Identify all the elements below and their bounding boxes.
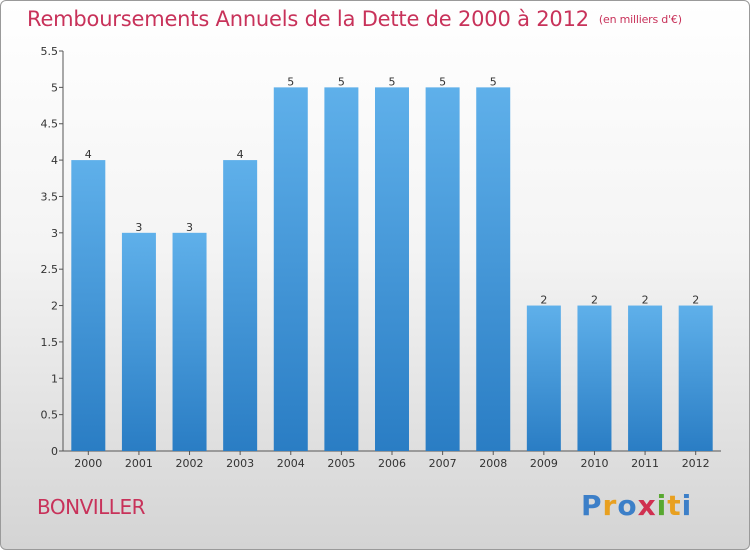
data-label: 2 [692, 294, 699, 307]
x-tick-label: 2011 [631, 457, 659, 470]
logo-letter: i [656, 489, 668, 522]
bar [476, 87, 511, 451]
x-tick-label: 2007 [429, 457, 457, 470]
data-label: 3 [135, 221, 142, 234]
bar [628, 305, 663, 451]
logo-letter: o [617, 489, 638, 522]
x-tick-label: 2009 [530, 457, 558, 470]
x-tick-label: 2003 [226, 457, 254, 470]
bar [121, 232, 156, 451]
bar [678, 305, 713, 451]
y-tick-label: 3.5 [41, 190, 59, 203]
y-tick-label: 0.5 [41, 409, 59, 422]
data-label: 4 [237, 148, 244, 161]
data-label: 5 [287, 75, 294, 88]
x-tick-label: 2012 [682, 457, 710, 470]
logo-letter: r [602, 489, 618, 522]
chart-subtitle: (en milliers d'€) [598, 13, 682, 26]
logo-letter: x [637, 489, 657, 522]
y-tick-label: 5 [51, 81, 58, 94]
data-label: 5 [439, 75, 446, 88]
x-tick-label: 2005 [327, 457, 355, 470]
bar [375, 87, 409, 451]
proxiti-logo: Proxiti [581, 489, 692, 522]
commune-name: BONVILLER [37, 495, 145, 519]
bar [273, 87, 308, 451]
bar [577, 305, 612, 451]
bar [425, 87, 460, 451]
y-tick-label: 1 [51, 372, 58, 385]
y-tick-label: 2 [51, 300, 58, 313]
y-tick-label: 4 [51, 154, 58, 167]
y-tick-label: 3 [51, 227, 58, 240]
data-label: 3 [186, 221, 193, 234]
data-label: 2 [642, 294, 649, 307]
x-tick-label: 2010 [580, 457, 608, 470]
y-tick-label: 2.5 [41, 263, 59, 276]
data-label: 5 [389, 75, 396, 88]
x-tick-label: 2004 [277, 457, 305, 470]
chart-title: Remboursements Annuels de la Dette de 20… [27, 7, 682, 31]
data-label: 2 [540, 294, 547, 307]
chart-title-text: Remboursements Annuels de la Dette de 20… [27, 7, 589, 31]
logo-letter: t [667, 489, 682, 522]
bar [324, 87, 359, 451]
logo-letter: i [681, 489, 693, 522]
logo-letter: P [581, 489, 603, 522]
data-label: 5 [338, 75, 345, 88]
x-tick-label: 2002 [176, 457, 204, 470]
x-tick-label: 2006 [378, 457, 406, 470]
y-tick-label: 5.5 [41, 45, 59, 58]
x-tick-label: 2000 [74, 457, 102, 470]
y-tick-label: 4.5 [41, 118, 59, 131]
x-tick-label: 2008 [479, 457, 507, 470]
bar [526, 305, 561, 451]
bar [223, 160, 258, 451]
data-label: 2 [591, 294, 598, 307]
data-label: 4 [85, 148, 92, 161]
bar [71, 160, 106, 451]
y-tick-label: 0 [51, 445, 58, 458]
x-tick-label: 2001 [125, 457, 153, 470]
y-tick-label: 1.5 [41, 336, 59, 349]
bar [172, 232, 207, 451]
data-label: 5 [490, 75, 497, 88]
